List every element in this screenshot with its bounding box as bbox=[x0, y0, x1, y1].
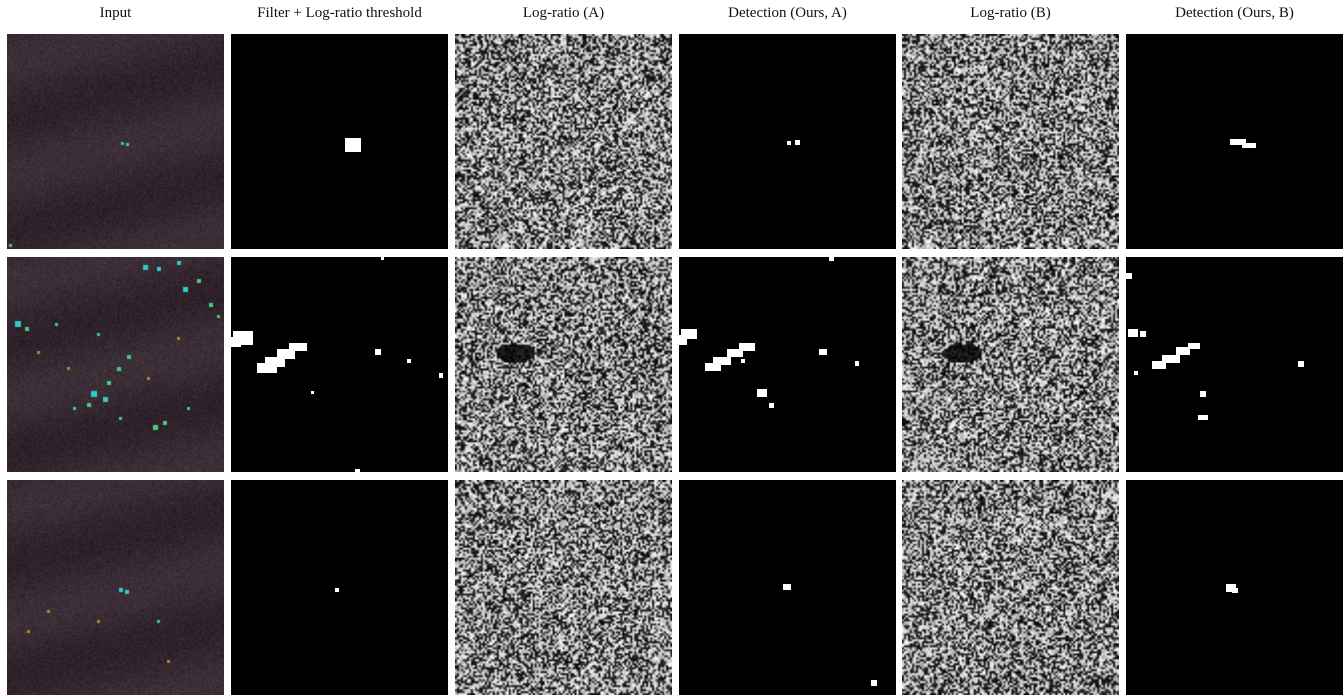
panel-detect_a-row-3 bbox=[679, 480, 896, 695]
detection-blob bbox=[819, 349, 827, 355]
panel-filter-row-2 bbox=[231, 257, 448, 472]
detection-blob bbox=[783, 584, 791, 590]
detection-blob bbox=[407, 359, 411, 363]
column-header-detect_b: Detection (Ours, B) bbox=[1175, 5, 1294, 21]
log-ratio-image bbox=[455, 480, 672, 695]
panel-detect_b-row-3 bbox=[1126, 480, 1343, 695]
panel-detect_b-row-2 bbox=[1126, 257, 1343, 472]
detection-blob bbox=[265, 357, 285, 367]
panel-logratio_b-row-3 bbox=[902, 480, 1119, 695]
detection-blob bbox=[871, 680, 877, 686]
column-header-filter: Filter + Log-ratio threshold bbox=[257, 5, 422, 21]
detection-blob bbox=[1152, 361, 1166, 369]
panel-logratio_a-row-2 bbox=[455, 257, 672, 472]
panel-logratio_a-row-1 bbox=[455, 34, 672, 249]
detection-blob bbox=[1198, 415, 1208, 420]
detection-blob bbox=[231, 337, 241, 347]
detection-blob bbox=[727, 349, 743, 357]
detection-blob bbox=[257, 363, 277, 373]
detection-blob bbox=[1298, 361, 1304, 367]
panel-detect_a-row-1 bbox=[679, 34, 896, 249]
detection-blob bbox=[1226, 584, 1236, 592]
log-ratio-image bbox=[902, 34, 1119, 249]
log-ratio-image bbox=[455, 34, 672, 249]
detection-blob bbox=[375, 349, 381, 355]
input-image bbox=[7, 257, 224, 472]
panel-detect_a-row-2 bbox=[679, 257, 896, 472]
detection-blob bbox=[311, 391, 314, 394]
detection-blob bbox=[1128, 329, 1138, 337]
detection-blob bbox=[681, 329, 697, 339]
panel-input-row-1 bbox=[7, 34, 224, 249]
detection-blob bbox=[713, 357, 731, 365]
detection-blob bbox=[1126, 273, 1132, 279]
panel-filter-row-1 bbox=[231, 34, 448, 249]
column-header-logratio_a: Log-ratio (A) bbox=[522, 5, 605, 21]
detection-blob bbox=[335, 588, 339, 592]
detection-blob bbox=[769, 403, 774, 408]
detection-blob bbox=[705, 363, 721, 371]
panel-filter-row-3 bbox=[231, 480, 448, 695]
input-image bbox=[7, 480, 224, 695]
detection-blob bbox=[679, 335, 687, 345]
log-ratio-image bbox=[455, 257, 672, 472]
input-image bbox=[7, 34, 224, 249]
detection-blob bbox=[1242, 143, 1256, 148]
panel-logratio_a-row-3 bbox=[455, 480, 672, 695]
detection-blob bbox=[1162, 355, 1180, 363]
detection-blob bbox=[829, 257, 834, 261]
panel-input-row-2 bbox=[7, 257, 224, 472]
detection-blob bbox=[439, 373, 443, 378]
detection-blob bbox=[739, 343, 755, 351]
detection-blob bbox=[345, 138, 361, 152]
column-header-logratio_b: Log-ratio (B) bbox=[970, 5, 1051, 21]
column-header-input: Input bbox=[99, 5, 132, 21]
detection-blob bbox=[1188, 343, 1200, 349]
detection-blob bbox=[741, 359, 745, 363]
detection-blob bbox=[1200, 391, 1206, 397]
detection-blob bbox=[795, 140, 800, 145]
detection-blob bbox=[289, 343, 307, 351]
detection-blob bbox=[381, 257, 384, 260]
detection-blob bbox=[1140, 331, 1146, 337]
detection-blob bbox=[1134, 371, 1138, 375]
detection-blob bbox=[757, 389, 767, 397]
panel-logratio_b-row-1 bbox=[902, 34, 1119, 249]
log-ratio-image bbox=[902, 480, 1119, 695]
panel-input-row-3 bbox=[7, 480, 224, 695]
panel-logratio_b-row-2 bbox=[902, 257, 1119, 472]
detection-blob bbox=[787, 141, 791, 145]
detection-blob bbox=[1232, 588, 1238, 593]
detection-blob bbox=[855, 361, 859, 366]
log-ratio-image bbox=[902, 257, 1119, 472]
detection-blob bbox=[1230, 139, 1246, 145]
column-header-detect_a: Detection (Ours, A) bbox=[728, 5, 847, 21]
detection-blob bbox=[1176, 347, 1190, 355]
panel-detect_b-row-1 bbox=[1126, 34, 1343, 249]
detection-blob bbox=[277, 349, 295, 359]
detection-blob bbox=[355, 469, 360, 472]
